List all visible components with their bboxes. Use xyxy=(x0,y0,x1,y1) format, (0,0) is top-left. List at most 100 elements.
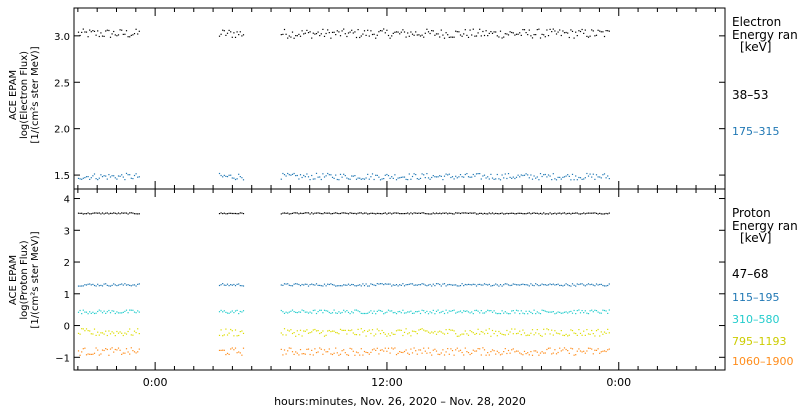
data-point xyxy=(418,178,420,180)
data-point xyxy=(100,284,102,286)
data-point xyxy=(517,310,519,312)
data-point xyxy=(402,334,404,337)
data-point xyxy=(597,311,599,313)
data-point xyxy=(287,172,289,175)
data-point xyxy=(395,354,398,356)
data-point xyxy=(108,354,110,356)
data-point xyxy=(371,173,374,175)
data-point xyxy=(368,329,370,331)
data-point xyxy=(97,212,99,214)
data-point xyxy=(285,33,287,35)
data-point xyxy=(290,174,292,176)
data-point xyxy=(472,212,474,214)
data-point xyxy=(439,175,441,177)
data-point xyxy=(503,177,505,179)
data-point xyxy=(344,212,346,214)
data-point xyxy=(81,212,83,214)
data-point xyxy=(557,212,559,214)
data-point xyxy=(109,176,112,178)
data-point xyxy=(130,212,132,214)
data-point xyxy=(125,212,128,214)
x-axis: 0:00 12:00 0:00 xyxy=(77,8,716,389)
data-point xyxy=(522,174,524,177)
data-point xyxy=(101,35,104,37)
electron-ylabel-line-2: log(Electron Flux) xyxy=(19,51,30,139)
data-point xyxy=(407,352,409,354)
data-point xyxy=(228,332,230,334)
data-point xyxy=(442,332,444,334)
data-point xyxy=(370,351,372,353)
data-point xyxy=(506,329,508,332)
data-point xyxy=(117,175,120,177)
data-point xyxy=(439,212,441,214)
data-point xyxy=(589,347,591,349)
data-point xyxy=(137,351,139,353)
data-point xyxy=(499,212,502,215)
data-point xyxy=(218,311,221,313)
data-point xyxy=(467,311,470,313)
data-point xyxy=(512,283,514,285)
data-point xyxy=(450,212,452,214)
data-point xyxy=(544,352,546,354)
data-point xyxy=(311,37,313,39)
data-point xyxy=(226,176,229,178)
data-point xyxy=(459,349,462,351)
data-point xyxy=(330,283,332,285)
data-point xyxy=(314,178,316,180)
data-point xyxy=(354,175,356,177)
data-point xyxy=(547,347,550,349)
data-point xyxy=(312,178,314,180)
data-point xyxy=(418,329,420,331)
data-point xyxy=(432,30,434,32)
data-point xyxy=(480,35,482,37)
data-point xyxy=(314,328,316,331)
data-point xyxy=(239,212,241,214)
data-point xyxy=(293,311,295,313)
data-point xyxy=(530,351,532,353)
data-point xyxy=(359,334,361,336)
data-point xyxy=(426,173,428,175)
data-point xyxy=(407,32,409,34)
data-point xyxy=(602,174,604,176)
data-point xyxy=(376,328,378,330)
data-point xyxy=(306,212,308,214)
data-point xyxy=(323,35,326,37)
data-point xyxy=(298,311,300,313)
data-point xyxy=(536,351,538,353)
data-point xyxy=(301,283,303,286)
data-point xyxy=(435,333,438,335)
data-point xyxy=(309,213,311,215)
data-point xyxy=(447,332,449,334)
data-point xyxy=(602,350,604,352)
data-point xyxy=(447,312,449,314)
data-point xyxy=(427,313,430,315)
data-point xyxy=(552,283,554,285)
x-tick-label: 0:00 xyxy=(606,376,631,389)
data-point xyxy=(544,284,546,286)
data-point xyxy=(293,353,295,355)
data-point xyxy=(238,313,240,315)
data-point xyxy=(138,333,140,335)
data-point xyxy=(335,34,337,36)
data-point xyxy=(338,333,340,335)
data-point xyxy=(450,329,452,331)
data-point xyxy=(463,333,465,335)
data-point xyxy=(368,311,370,313)
data-point xyxy=(589,310,591,312)
data-point xyxy=(530,283,532,285)
data-point xyxy=(132,34,134,36)
data-point xyxy=(483,283,486,285)
data-point xyxy=(455,175,457,177)
data-point xyxy=(407,333,409,335)
data-point xyxy=(571,312,574,314)
data-point xyxy=(496,350,498,352)
data-point xyxy=(82,28,84,30)
data-point xyxy=(459,334,462,336)
data-point xyxy=(575,175,577,177)
data-point xyxy=(77,350,80,352)
data-point xyxy=(455,312,457,314)
data-point xyxy=(567,174,569,176)
data-point xyxy=(81,313,83,315)
data-point xyxy=(322,330,324,332)
data-point xyxy=(515,176,518,178)
